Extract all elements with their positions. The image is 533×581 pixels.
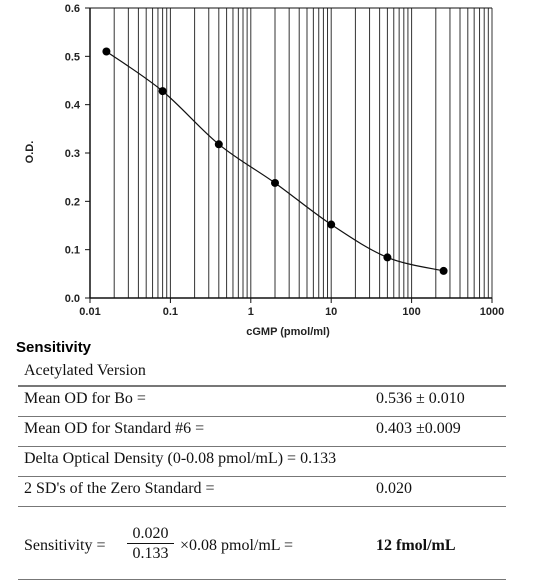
row-label: Mean OD for Standard #6 =: [24, 420, 205, 437]
row-label: 2 SD's of the Zero Standard =: [24, 480, 215, 497]
table-row: Delta Optical Density (0-0.08 pmol/mL) =…: [18, 447, 506, 477]
sensitivity-title: Sensitivity: [16, 339, 92, 356]
y-tick-label: 0.0: [65, 293, 80, 305]
x-axis-label: cGMP (pmol/ml): [246, 326, 330, 338]
standard-curve-chart: 0.00.10.20.30.40.50.6 0.01 0.1 1 10 100 1000 …: [24, 3, 504, 338]
x-tick-label: 0.01: [79, 306, 100, 318]
table-row: Mean OD for Bo = 0.536 ± 0.010: [18, 386, 506, 417]
chart-axes: [85, 7, 493, 303]
y-tick-label: 0.3: [65, 148, 80, 160]
y-tick-labels: 0.0 0.1 0.2 0.3 0.4 0.5 0.6: [65, 3, 81, 305]
y-tick-label: 0.1: [65, 245, 80, 257]
x-tick-label: 1000: [480, 306, 504, 318]
row-label: Mean OD for Bo =: [24, 390, 146, 407]
data-point: [214, 140, 223, 149]
row-value: 0.020: [376, 480, 412, 497]
x-tick-label: 0.1: [163, 306, 178, 318]
x-tick-label: 1: [248, 306, 254, 318]
y-tick-label: 0.4: [65, 100, 81, 112]
formula-multiplier: ×0.08 pmol/mL =: [180, 537, 294, 554]
table-header-row: Acetylated Version: [18, 361, 506, 386]
table-header: Acetylated Version: [24, 362, 146, 379]
formula-fraction: 0.020 0.133: [127, 525, 174, 563]
table-row: 2 SD's of the Zero Standard = 0.020: [18, 477, 506, 507]
data-point: [271, 178, 280, 187]
row-label: Delta Optical Density (0-0.08 pmol/mL) =…: [24, 450, 337, 467]
table-row: Mean OD for Standard #6 = 0.403 ±0.009: [18, 417, 506, 447]
y-tick-label: 0.6: [65, 3, 80, 15]
data-points: [102, 47, 448, 275]
data-point: [158, 87, 167, 96]
formula-result: 12 fmol/mL: [376, 537, 456, 554]
vertical-gridlines: [89, 8, 493, 298]
sensitivity-formula-row: Sensitivity = 0.020 0.133 ×0.08 pmol/mL …: [18, 517, 506, 580]
row-value: 0.536 ± 0.010: [376, 390, 465, 407]
y-tick-label: 0.5: [65, 51, 80, 63]
data-point: [439, 266, 448, 275]
x-tick-label: 10: [325, 306, 337, 318]
x-tick-label: 100: [402, 306, 420, 318]
sensitivity-table: Acetylated Version Mean OD for Bo = 0.53…: [18, 361, 506, 580]
fraction-numerator: 0.020: [127, 525, 174, 544]
fraction-denominator: 0.133: [132, 545, 169, 562]
formula-label: Sensitivity =: [24, 537, 106, 554]
data-point: [327, 220, 336, 229]
row-value: 0.403 ±0.009: [376, 420, 461, 437]
data-point: [383, 253, 392, 262]
y-tick-label: 0.2: [65, 196, 80, 208]
y-axis-label: O.D.: [24, 141, 36, 164]
x-tick-labels: 0.01 0.1 1 10 100 1000: [79, 306, 504, 318]
data-point: [102, 47, 111, 56]
